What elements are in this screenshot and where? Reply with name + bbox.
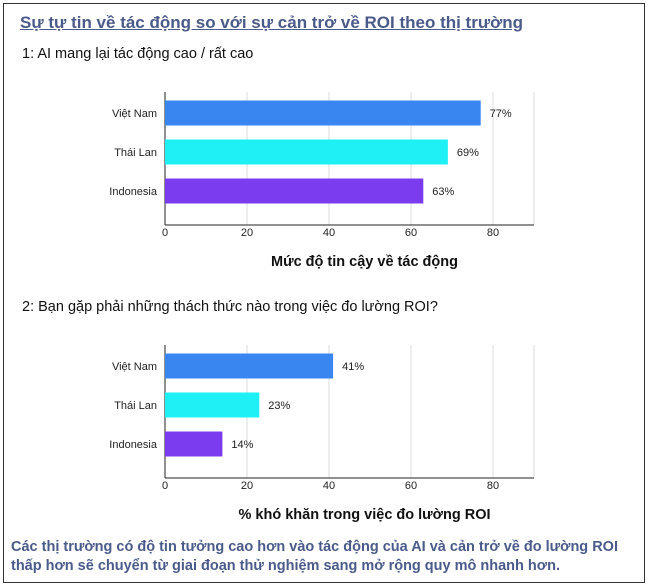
category-label: Indonesia (109, 186, 158, 198)
x-tick-label: 40 (323, 480, 335, 492)
chart-1-title: 1: AI mang lại tác động cao / rất cao (22, 46, 254, 62)
bar-indonesia (165, 431, 223, 457)
footer-note: Các thị trường có độ tin tưởng cao hơn v… (11, 539, 618, 574)
data-label: 69% (457, 147, 479, 159)
data-label: 63% (432, 186, 454, 198)
x-tick-label: 40 (323, 227, 335, 239)
page-title: Sự tự tin về tác động so với sự cản trở … (20, 13, 524, 32)
x-tick-label: 20 (241, 227, 253, 239)
x-tick-label: 0 (162, 480, 168, 492)
x-axis-title: % khó khăn trong việc đo lường ROI (238, 507, 490, 523)
bar-thailand (165, 392, 260, 418)
frame (3, 3, 645, 583)
bar-vietnam (165, 353, 334, 379)
data-label: 77% (490, 108, 512, 120)
category-label: Indonesia (109, 439, 158, 451)
x-tick-label: 0 (162, 227, 168, 239)
category-label: Việt Nam (112, 361, 157, 373)
bar-indonesia (165, 178, 424, 204)
chart-2-title: 2: Bạn gặp phải những thách thức nào tro… (22, 299, 438, 315)
category-label: Thái Lan (114, 147, 157, 159)
x-tick-label: 20 (241, 480, 253, 492)
x-tick-label: 80 (487, 480, 499, 492)
x-axis-title: Mức độ tin cậy về tác động (271, 254, 458, 270)
data-label: 41% (342, 361, 364, 373)
data-label: 23% (268, 400, 290, 412)
category-label: Thái Lan (114, 400, 157, 412)
chart-1: 0 20 40 60 80 Việt Nam 77% Thái Lan 69% Indonesia… (109, 92, 535, 270)
x-tick-label: 80 (487, 227, 499, 239)
bar-thailand (165, 139, 448, 165)
x-tick-label: 60 (405, 227, 417, 239)
x-tick-label: 60 (405, 480, 417, 492)
chart-2: 0 20 40 60 80 Việt Nam 41% Thái Lan 23% Indonesia… (109, 345, 535, 523)
data-label: 14% (231, 439, 253, 451)
bar-vietnam (165, 100, 481, 126)
category-label: Việt Nam (112, 108, 157, 120)
